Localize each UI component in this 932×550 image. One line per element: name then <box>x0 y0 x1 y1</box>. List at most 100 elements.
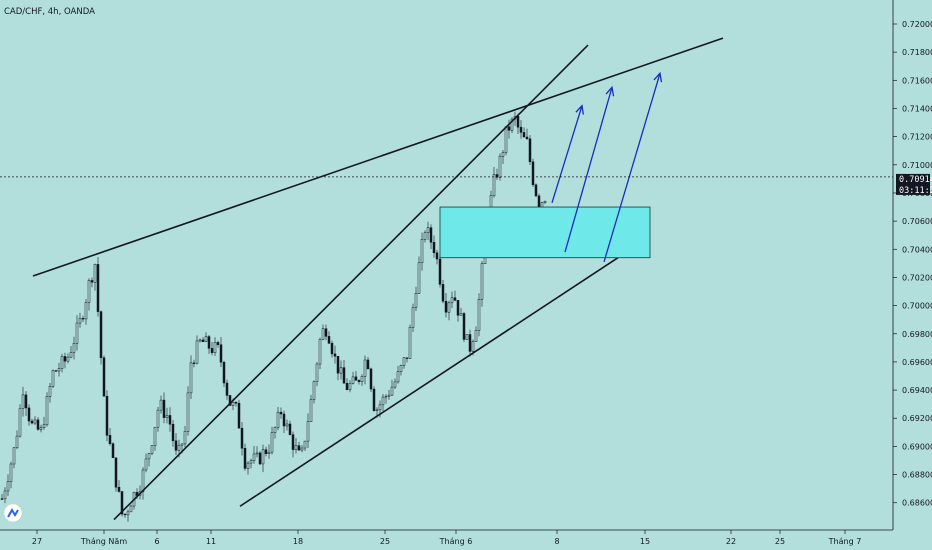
candle-body <box>462 313 466 340</box>
candle-body <box>147 453 151 460</box>
time-tick-label: 27 <box>32 537 42 546</box>
arrow-head <box>653 71 663 83</box>
candle-body <box>81 318 85 320</box>
arrow-shaft[interactable] <box>603 73 661 263</box>
candle-body <box>21 394 25 409</box>
candle-body <box>270 432 274 453</box>
time-tick-label: 25 <box>380 537 390 546</box>
candle-body <box>201 339 205 342</box>
candle-body <box>123 513 127 516</box>
candle-body <box>3 490 7 500</box>
time-tick-label: 8 <box>554 537 559 546</box>
candle-body <box>243 448 247 469</box>
trendline[interactable] <box>32 37 724 277</box>
price-tick-label: 0.68800 <box>902 471 932 480</box>
tradingview-logo-icon[interactable] <box>3 503 23 523</box>
candle-body <box>18 408 22 437</box>
candle-body <box>312 381 316 400</box>
candle-body <box>78 318 82 324</box>
candle-body <box>300 447 304 451</box>
trendlines <box>32 37 724 521</box>
candle-body <box>417 262 421 294</box>
candle-body <box>492 174 496 196</box>
candle-body <box>153 426 157 446</box>
candle-body <box>225 382 229 396</box>
arrow-head <box>605 85 615 97</box>
price-tick-label: 0.70400 <box>902 245 932 254</box>
candle-body <box>477 298 481 331</box>
candle-body <box>426 227 430 233</box>
candle-body <box>480 263 484 300</box>
candle-body <box>213 342 217 353</box>
candle-body <box>534 184 538 197</box>
candle-body <box>282 413 286 427</box>
trendline[interactable] <box>239 257 619 507</box>
candle-body <box>51 370 55 387</box>
arrow-shaft[interactable] <box>551 105 583 204</box>
demand-zone[interactable] <box>439 206 651 259</box>
candle-body <box>198 339 202 342</box>
price-axis[interactable]: 0.72000 0.71800 0.71600 0.71400 0.71200 0.710… <box>893 20 932 508</box>
candle-body <box>102 357 106 397</box>
candle-body <box>324 328 328 337</box>
time-axis[interactable]: 27 Tháng Năm 6 11 18 25 Tháng 6 8 15 22 25 Tháng 7 <box>32 530 861 546</box>
price-tick-label: 0.70200 <box>902 273 932 282</box>
candle-body <box>303 440 307 449</box>
price-tick-label: 0.69600 <box>902 358 932 367</box>
candle-body <box>195 340 199 364</box>
candle-body <box>345 383 349 391</box>
candle-body <box>150 445 154 454</box>
price-tick-label: 0.69000 <box>902 442 932 451</box>
candle-body <box>105 396 109 436</box>
candle-body <box>396 371 400 383</box>
candle-body <box>453 297 457 301</box>
time-tick-label: 11 <box>206 537 216 546</box>
candle-body <box>525 136 529 140</box>
arrow-head <box>575 104 584 115</box>
candle-body <box>315 363 319 382</box>
candle-body <box>414 293 418 308</box>
candle-body <box>435 252 439 260</box>
candle-body <box>501 152 505 157</box>
arrow-shaft[interactable] <box>564 87 613 253</box>
candle-body <box>276 411 280 428</box>
candle-body <box>336 355 340 374</box>
trendline[interactable] <box>113 44 589 521</box>
price-tick-label: 0.71000 <box>902 161 932 170</box>
candle-body <box>261 449 265 465</box>
candle-body <box>399 365 403 372</box>
candle-body <box>252 453 256 461</box>
candle-body <box>321 328 325 340</box>
candle-body <box>234 401 238 404</box>
candle-body <box>384 395 388 398</box>
price-tick-label: 0.71400 <box>902 104 932 113</box>
candle-body <box>450 297 454 304</box>
candle-body <box>204 336 208 342</box>
time-tick-label: 22 <box>726 537 736 546</box>
candle-body <box>141 469 145 492</box>
candle-body <box>498 156 502 178</box>
candle-body <box>189 362 193 394</box>
candle-body <box>48 385 52 397</box>
candle-body <box>378 404 382 411</box>
candle-body <box>237 402 241 429</box>
candle-body <box>24 394 28 409</box>
candle-body <box>165 415 169 418</box>
candle-body <box>114 457 118 488</box>
candle-body <box>126 511 130 516</box>
candle-body <box>474 330 478 342</box>
candle-body <box>108 435 112 444</box>
candle-body <box>387 394 391 397</box>
candle-body <box>432 242 436 253</box>
time-tick-label: 6 <box>154 537 159 546</box>
candle-body <box>33 419 37 424</box>
candle-body <box>228 395 232 406</box>
candle-body <box>117 487 121 492</box>
candle-body <box>327 336 331 344</box>
candle-body <box>231 401 235 406</box>
candle-body <box>351 376 355 384</box>
time-tick-label: 25 <box>775 537 785 546</box>
candle-body <box>93 264 97 283</box>
candle-body <box>15 435 19 449</box>
